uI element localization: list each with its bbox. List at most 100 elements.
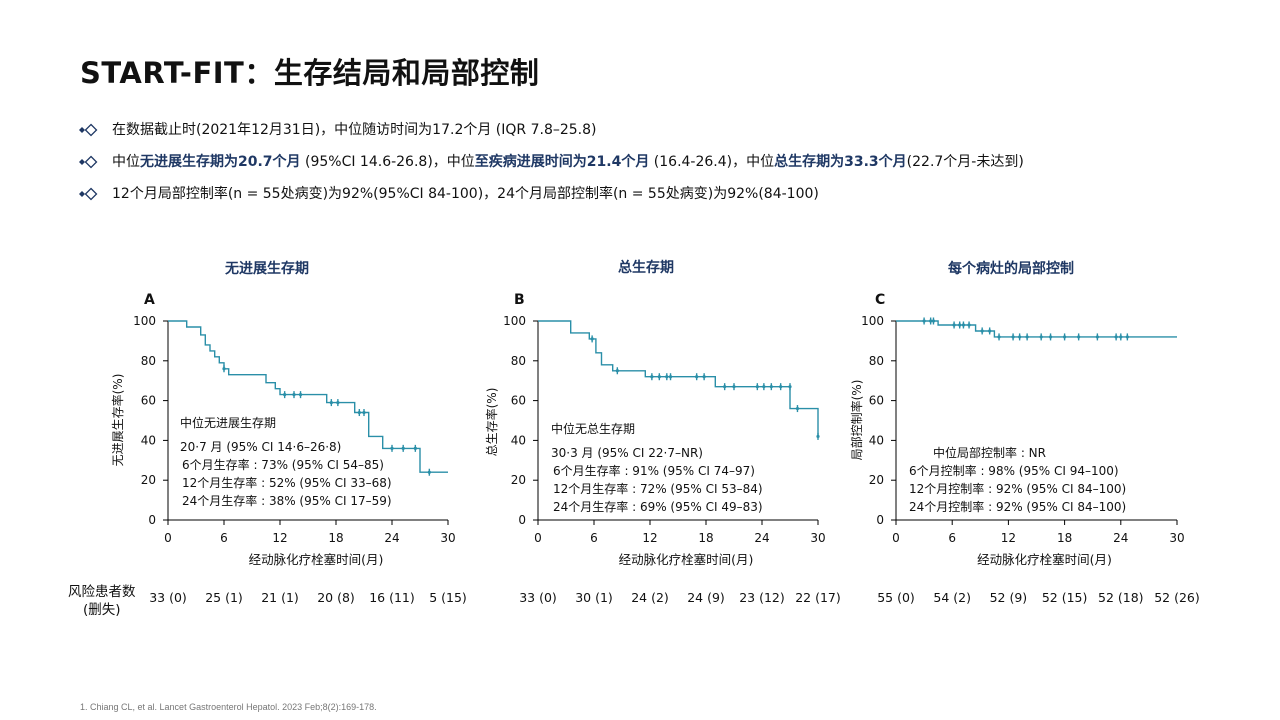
x-axis-label: 经动脉化疗栓塞时间(月) xyxy=(249,552,384,567)
y-tick-label: 100 xyxy=(503,314,526,328)
y-tick-label: 100 xyxy=(861,314,884,328)
y-tick-label: 60 xyxy=(511,394,526,408)
annotation-line: 12个月生存率 : 52% (95% CI 33–68) xyxy=(182,475,392,490)
diamond-bullet-icon xyxy=(79,155,98,169)
x-tick-label: 12 xyxy=(272,531,287,545)
y-tick-label: 0 xyxy=(876,513,884,527)
x-tick-label: 6 xyxy=(220,531,228,545)
risk-number: 5 (15) xyxy=(429,590,467,605)
bullet-text: 在数据截止时(2021年12月31日)，中位随访时间为17.2个月 (IQR 7… xyxy=(112,120,597,140)
y-tick-label: 100 xyxy=(133,314,156,328)
risk-number: 52 (9) xyxy=(990,590,1028,605)
annotation-line: 6个月生存率 : 91% (95% CI 74–97) xyxy=(553,463,755,478)
bullet-text: 中位无进展生存期为20.7个月 (95%CI 14.6-26.8)，中位至疾病进… xyxy=(112,152,1024,172)
x-axis-label: 经动脉化疗栓塞时间(月) xyxy=(619,552,754,567)
y-tick-label: 20 xyxy=(511,473,526,487)
bullet-text-run: 无进展生存期为20.7个月 xyxy=(140,154,301,170)
censor-dot xyxy=(980,329,984,333)
censor-dot xyxy=(329,400,333,405)
annotation-line: 6个月控制率 : 98% (95% CI 94–100) xyxy=(909,463,1119,478)
x-axis-label: 经动脉化疗栓塞时间(月) xyxy=(977,552,1112,567)
y-tick-label: 80 xyxy=(141,354,156,368)
censor-dot xyxy=(390,446,394,450)
bullet-text-run: 12个月局部控制率(n = 55处病变)为92%(95%CI 84-100)，2… xyxy=(112,186,819,202)
censor-dot xyxy=(762,385,766,389)
censor-dot xyxy=(788,385,792,389)
y-axis-label: 总生存率(%) xyxy=(484,388,499,457)
annotation-line: 24个月生存率 : 38% (95% CI 17–59) xyxy=(182,493,392,508)
x-tick-label: 24 xyxy=(384,531,399,545)
annotation-line: 30·3 月 (95% CI 22·7–NR) xyxy=(551,446,703,460)
bullet-text: 12个月局部控制率(n = 55处病变)为92%(95%CI 84-100)，2… xyxy=(112,184,819,204)
risk-number: 20 (8) xyxy=(317,590,355,605)
censor-dot xyxy=(795,406,800,411)
censor-dot xyxy=(967,323,971,327)
bullet-text-run: (95%CI 14.6-26.8)，中位 xyxy=(300,154,475,170)
y-tick-label: 40 xyxy=(511,433,526,447)
censor-dot xyxy=(931,319,936,323)
risk-number: 52 (15) xyxy=(1042,590,1088,605)
x-tick-label: 18 xyxy=(328,531,343,545)
risk-number: 24 (9) xyxy=(687,590,725,605)
y-axis-label: 无进展生存率(%) xyxy=(110,374,125,467)
censor-dot xyxy=(590,337,594,341)
risk-number: 23 (12) xyxy=(739,590,785,605)
survival-curve xyxy=(896,320,1177,338)
survival-curve xyxy=(538,320,819,437)
risk-number: 33 (0) xyxy=(519,590,557,605)
y-tick-label: 60 xyxy=(141,394,156,408)
risk-number: 54 (2) xyxy=(933,590,971,605)
censor-dot xyxy=(1039,335,1043,339)
censor-dot xyxy=(1077,335,1081,339)
y-tick-label: 40 xyxy=(869,433,884,447)
risk-number: 33 (0) xyxy=(149,590,187,605)
bullet-text-run: 中位 xyxy=(112,154,140,170)
annotation-line: 24个月生存率 : 69% (95% CI 49–83) xyxy=(553,499,763,514)
censor-dot xyxy=(283,393,287,397)
bullet-text-run: (16.4-26.4)，中位 xyxy=(649,154,775,170)
risk-label-line1: 风险患者数 xyxy=(68,584,136,600)
censor-dot xyxy=(298,393,303,397)
y-tick-label: 0 xyxy=(518,513,526,527)
survival-curve xyxy=(168,320,448,473)
censor-dot xyxy=(1025,335,1029,339)
y-tick-label: 80 xyxy=(869,354,884,368)
footnote: 1. Chiang CL, et al. Lancet Gastroentero… xyxy=(80,702,377,712)
censor-dot xyxy=(1095,335,1099,339)
bullet-text-run: (22.7个月-未达到) xyxy=(906,154,1024,170)
y-tick-label: 20 xyxy=(869,473,884,487)
censor-dot xyxy=(961,323,966,327)
censor-dot xyxy=(922,319,926,323)
censor-dot xyxy=(292,393,296,397)
bullet-text-run: 在数据截止时(2021年12月31日)，中位随访时间为17.2个月 (IQR 7… xyxy=(112,122,597,138)
censor-dot xyxy=(1063,335,1067,339)
censor-dot xyxy=(1011,335,1015,339)
censor-dot xyxy=(657,375,661,379)
risk-number: 16 (11) xyxy=(369,590,415,605)
censor-dot xyxy=(1114,335,1118,339)
annotation-line: 6个月生存率 : 73% (95% CI 54–85) xyxy=(182,457,384,472)
panel-letter: B xyxy=(514,292,525,308)
x-tick-label: 6 xyxy=(590,531,598,545)
y-tick-label: 0 xyxy=(148,513,156,527)
risk-number: 22 (17) xyxy=(795,590,841,605)
y-tick-label: 20 xyxy=(141,473,156,487)
censor-dot xyxy=(988,329,992,333)
x-tick-label: 24 xyxy=(754,531,769,545)
annotation-line: 12个月生存率 : 72% (95% CI 53–84) xyxy=(553,481,763,496)
x-tick-label: 0 xyxy=(164,531,172,545)
x-tick-label: 12 xyxy=(642,531,657,545)
x-tick-label: 18 xyxy=(698,531,713,545)
annotation-heading: 中位局部控制率 : NR xyxy=(933,445,1046,460)
censor-dot xyxy=(413,446,417,450)
x-tick-label: 30 xyxy=(810,531,825,545)
risk-number: 55 (0) xyxy=(877,590,915,605)
risk-number: 24 (2) xyxy=(631,590,669,605)
censor-dot xyxy=(755,385,759,389)
censor-dot xyxy=(336,400,340,405)
censor-dot xyxy=(732,385,736,389)
risk-number: 30 (1) xyxy=(575,590,613,605)
y-axis-label: 局部控制率(%) xyxy=(849,380,864,461)
censor-dot xyxy=(1125,335,1129,339)
